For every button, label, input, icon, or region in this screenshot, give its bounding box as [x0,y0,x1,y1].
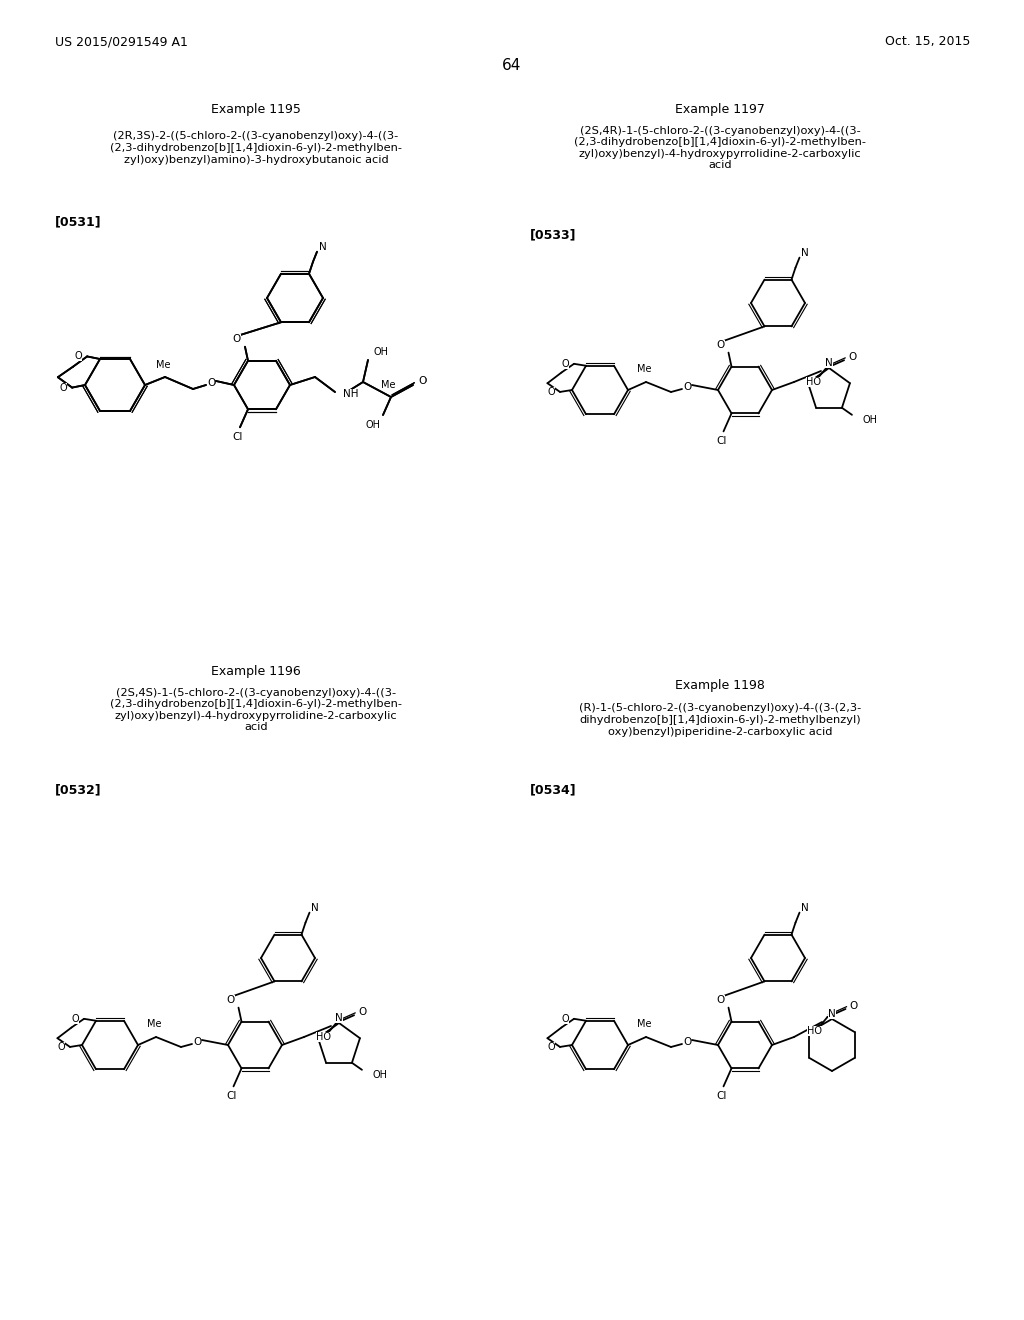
Text: OH: OH [863,414,878,425]
Text: Cl: Cl [226,1092,237,1101]
Text: (R)-1-(5-chloro-2-((3-cyanobenzyl)oxy)-4-((3-(2,3-
dihydrobenzo[b][1,4]dioxin-6-: (R)-1-(5-chloro-2-((3-cyanobenzyl)oxy)-4… [579,704,861,737]
Text: OH: OH [373,1069,388,1080]
Text: O: O [850,1001,858,1011]
Text: OH: OH [373,347,388,356]
Text: Example 1195: Example 1195 [211,103,301,116]
Text: US 2015/0291549 A1: US 2015/0291549 A1 [55,36,187,49]
Text: NH: NH [343,389,358,399]
Text: N: N [825,358,833,368]
Text: Cl: Cl [717,1092,727,1101]
Text: O: O [232,334,241,343]
Text: 64: 64 [503,58,521,73]
Text: Me: Me [381,380,395,389]
Text: HO: HO [808,1026,822,1036]
Text: Me: Me [156,360,170,370]
Text: O: O [59,383,68,392]
Text: [0534]: [0534] [530,784,577,796]
Text: (2S,4S)-1-(5-chloro-2-((3-cyanobenzyl)oxy)-4-((3-
(2,3-dihydrobenzo[b][1,4]dioxi: (2S,4S)-1-(5-chloro-2-((3-cyanobenzyl)ox… [110,688,402,733]
Text: O: O [226,994,234,1005]
Text: O: O [418,376,426,385]
Text: N: N [802,903,809,912]
Text: O: O [75,351,82,362]
Text: N: N [802,248,809,257]
Text: [0531]: [0531] [55,215,101,228]
Text: O: O [716,339,725,350]
Text: O: O [683,1038,691,1047]
Text: O: O [59,383,68,392]
Text: O: O [848,352,856,362]
Text: O: O [193,1038,201,1047]
Text: N: N [319,242,327,252]
Text: Cl: Cl [232,432,243,442]
Text: Cl: Cl [717,437,727,446]
Text: OH: OH [373,347,388,356]
Text: O: O [548,387,555,397]
Text: Oct. 15, 2015: Oct. 15, 2015 [885,36,970,49]
Text: Example 1197: Example 1197 [675,103,765,116]
Text: Me: Me [156,360,170,370]
Text: Me: Me [146,1019,161,1030]
Text: [0533]: [0533] [530,228,577,242]
Text: N: N [335,1012,343,1023]
Text: O: O [72,1014,79,1024]
Text: (2S,4R)-1-(5-chloro-2-((3-cyanobenzyl)oxy)-4-((3-
(2,3-dihydrobenzo[b][1,4]dioxi: (2S,4R)-1-(5-chloro-2-((3-cyanobenzyl)ox… [574,125,866,170]
Text: OH: OH [366,420,381,430]
Text: Me: Me [637,364,651,374]
Text: HO: HO [806,378,821,387]
Text: O: O [418,376,426,385]
Text: N: N [828,1008,836,1019]
Text: O: O [561,1014,569,1024]
Text: O: O [548,1041,555,1052]
Text: Example 1196: Example 1196 [211,665,301,678]
Text: O: O [207,378,215,388]
Text: [0532]: [0532] [55,784,101,796]
Text: O: O [358,1007,367,1018]
Text: O: O [716,994,725,1005]
Text: NH: NH [343,389,358,399]
Text: Me: Me [381,380,395,389]
Text: Me: Me [637,1019,651,1030]
Text: N: N [319,242,327,252]
Text: Cl: Cl [232,432,243,442]
Text: (2R,3S)-2-((5-chloro-2-((3-cyanobenzyl)oxy)-4-((3-
(2,3-dihydrobenzo[b][1,4]diox: (2R,3S)-2-((5-chloro-2-((3-cyanobenzyl)o… [110,132,402,165]
Text: O: O [232,334,241,343]
Text: HO: HO [316,1032,331,1043]
Text: N: N [311,903,319,912]
Text: O: O [561,359,569,368]
Text: Example 1198: Example 1198 [675,678,765,692]
Text: O: O [57,1041,65,1052]
Text: O: O [207,378,215,388]
Text: O: O [75,351,82,362]
Text: O: O [683,381,691,392]
Text: OH: OH [366,420,381,430]
